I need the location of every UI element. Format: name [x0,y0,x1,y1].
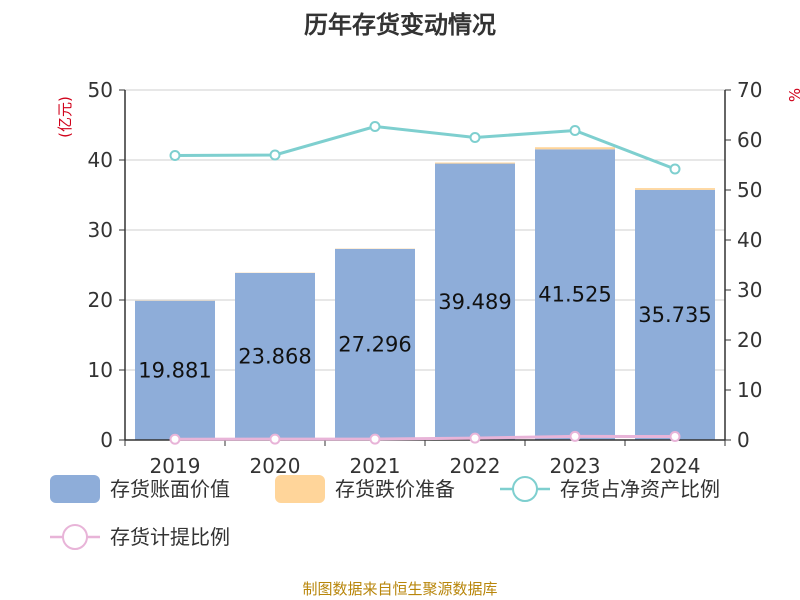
x-tick-label: 2021 [350,454,401,478]
bar-inventory-impairment [635,188,715,190]
left-tick-label: 40 [88,148,113,172]
line-point [569,125,581,136]
line-point [569,430,581,442]
line-point [169,433,181,445]
bar-value-label: 27.296 [338,332,411,356]
bar-inventory-impairment [535,147,615,150]
legend-label: 存货账面价值 [110,477,230,501]
legend-swatch [50,475,100,503]
line-point [669,431,681,442]
line-point [169,150,181,161]
legend-marker [62,524,88,550]
right-tick-label: 0 [737,428,750,452]
x-tick-label: 2024 [650,454,701,478]
legend-label: 存货计提比例 [110,525,230,549]
legend-marker [512,476,538,502]
legend-swatch [275,475,325,503]
x-tick-label: 2022 [450,454,501,478]
line-point [269,433,281,445]
line-point [469,432,481,444]
line-inventory-to-net-assets [174,124,676,171]
bars [135,147,715,440]
x-tick-label: 2020 [250,454,301,478]
data-labels: 19.881 23.868 27.296 39.489 41.525 35.735 [138,283,711,383]
line-point [669,163,681,175]
axes: 0 10 20 30 40 50 0 10 20 30 40 50 60 70 2019 2020 2021 20… [88,78,763,478]
right-tick-label: 60 [737,128,762,152]
right-tick-label: 50 [737,178,762,202]
lines [169,121,681,445]
chart-title: 历年存货变动情况 [304,11,496,39]
right-tick-label: 30 [737,278,762,302]
x-tick-label: 2023 [550,454,601,478]
left-tick-label: 50 [88,78,113,102]
legend-label: 存货跌价准备 [335,477,455,501]
bar-value-label: 35.735 [638,303,711,327]
right-axis-unit: % [786,88,800,102]
left-tick-label: 10 [88,358,113,382]
bar-value-label: 39.489 [438,290,511,314]
left-tick-label: 20 [88,288,113,312]
bar-inventory-book-value [335,248,415,440]
legend-label: 存货占净资产比例 [560,477,720,501]
left-tick-label: 0 [100,428,113,452]
line-point [269,149,281,161]
right-tick-label: 10 [737,378,762,402]
data-source: 制图数据来自恒生聚源数据库 [302,580,497,598]
bar-inventory-book-value [235,272,315,440]
bar-value-label: 19.881 [138,358,211,382]
right-tick-label: 70 [737,78,762,102]
line-point [369,433,381,445]
bar-inventory-book-value [435,163,515,440]
x-tick-label: 2019 [150,454,201,478]
bar-value-label: 41.525 [538,283,611,307]
grid [125,89,725,371]
left-axis-unit: (亿元) [56,96,74,138]
line-point [369,121,381,132]
bar-value-label: 23.868 [238,344,311,368]
left-tick-label: 30 [88,218,113,242]
bar-inventory-book-value [135,300,215,440]
bar-inventory-book-value [635,189,715,440]
line-point [469,132,481,143]
right-tick-label: 20 [737,328,762,352]
right-tick-label: 40 [737,228,762,252]
bar-inventory-book-value [535,149,615,440]
bar-inventory-impairment [435,162,515,164]
line-impairment-ratio [174,434,676,441]
